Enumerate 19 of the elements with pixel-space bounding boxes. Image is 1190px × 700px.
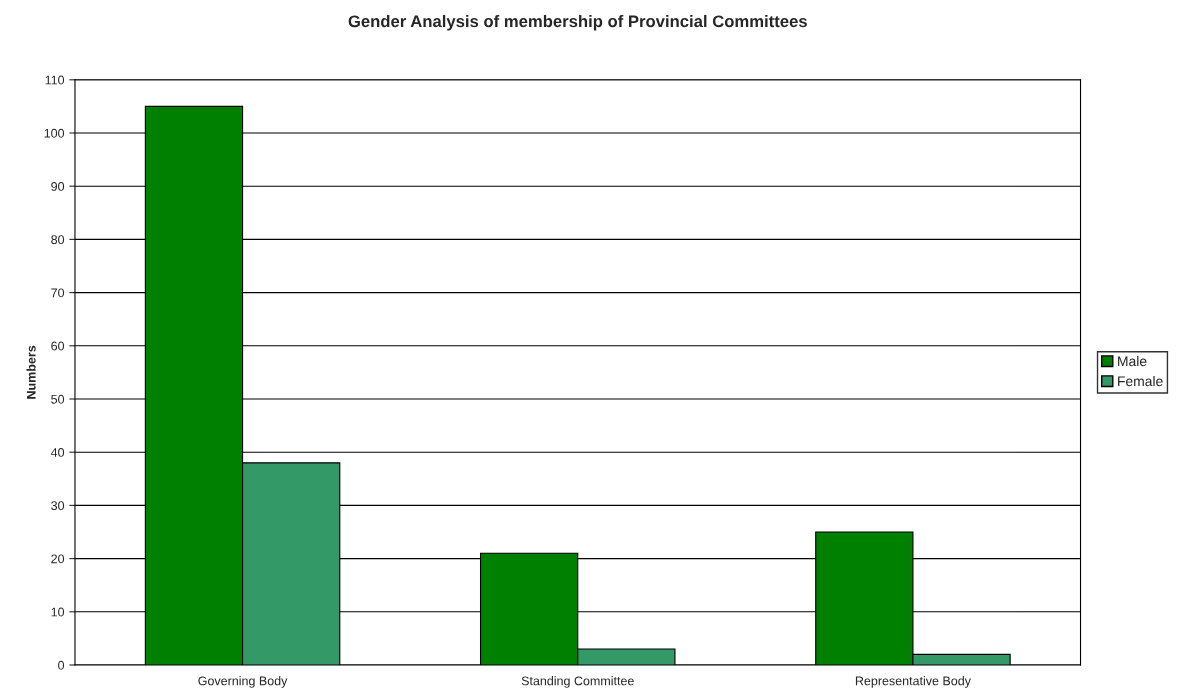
- y-tick-label: 100: [44, 128, 65, 138]
- x-tick-label: Governing Body: [198, 676, 288, 688]
- legend-label: Female: [1118, 375, 1163, 387]
- y-tick-label: 90: [51, 182, 65, 191]
- legend-label: Male: [1118, 355, 1147, 367]
- y-tick-label: 50: [51, 394, 65, 404]
- y-tick-label: 70: [51, 288, 65, 298]
- y-tick-label: 20: [51, 554, 65, 564]
- x-tick-label: Standing Committee: [521, 676, 634, 688]
- y-tick-label: 80: [51, 235, 65, 245]
- y-tick-label: 60: [51, 341, 65, 351]
- y-tick-label: 10: [51, 607, 65, 617]
- x-tick-label: Representative Body: [855, 676, 971, 688]
- y-axis-title: Numbers: [26, 345, 36, 399]
- y-tick-label: 0: [58, 660, 65, 670]
- y-tick-label: 110: [45, 75, 65, 85]
- y-tick-label: 40: [50, 448, 65, 457]
- y-tick-label: 30: [51, 501, 65, 511]
- chart-title: Gender Analysis of membership of Provincial Committees: [348, 14, 807, 31]
